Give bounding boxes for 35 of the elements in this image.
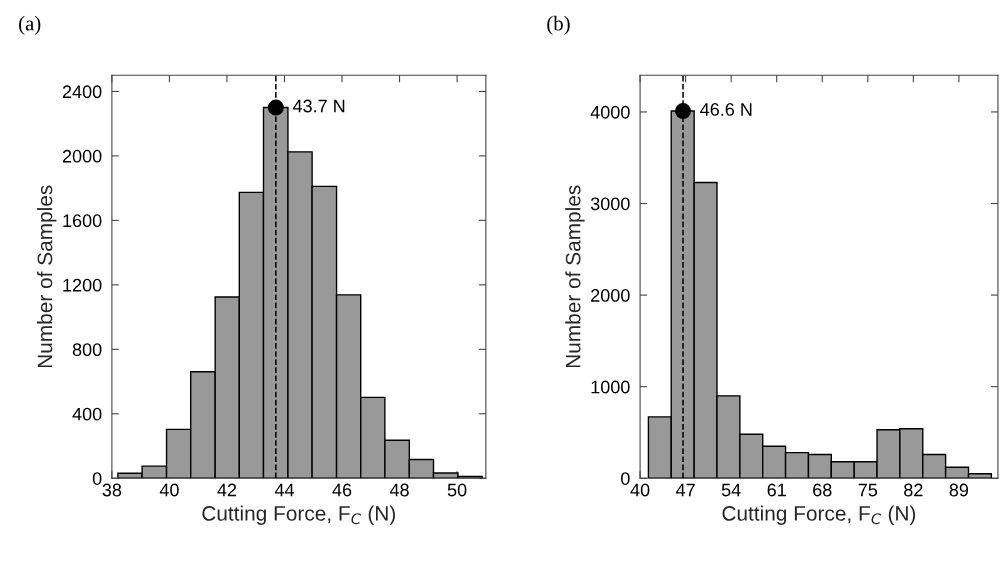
x-tick-label: 68 <box>813 483 832 497</box>
x-tick-label: 48 <box>389 483 409 497</box>
x-tick-label: 75 <box>858 483 878 497</box>
y-tick-label: 2000 <box>62 149 102 163</box>
x-tick-label: 50 <box>447 483 467 497</box>
x-tick-label: 40 <box>630 483 650 497</box>
y-tick-label: 1000 <box>591 380 630 394</box>
x-tick-label: 44 <box>274 483 294 497</box>
chart-title: (a) <box>19 15 41 35</box>
x-tick-label: 47 <box>676 483 695 497</box>
x-axis-title: Cutting Force, F$_{C}$ (N) <box>722 505 916 525</box>
chart-title: (b) <box>547 15 570 35</box>
y-tick-label: 4000 <box>590 105 630 119</box>
x-tick-label: 46 <box>332 483 352 497</box>
y-tick-label: 2000 <box>591 289 630 302</box>
y-tick-label: 2400 <box>62 85 102 99</box>
y-tick-label: 800 <box>72 343 102 357</box>
x-tick-label: 40 <box>159 483 179 497</box>
x-tick-label: 61 <box>767 483 786 497</box>
annotation: 43.7 N <box>292 99 345 113</box>
x-tick-label: 38 <box>102 483 122 497</box>
x-tick-label: 42 <box>217 483 237 497</box>
y-tick-label: 1600 <box>63 214 102 228</box>
y-tick-label: 400 <box>72 407 102 421</box>
y-tick-label: 1200 <box>63 278 102 292</box>
y-axis-title: Number of Samples <box>37 185 57 368</box>
x-tick-label: 82 <box>904 483 923 497</box>
y-tick-label: 3000 <box>590 197 630 211</box>
y-tick-label: 0 <box>621 472 630 485</box>
annotation: 46.6 N <box>700 103 752 116</box>
x-axis-title: Cutting Force, F$_{C}$ (N) <box>202 505 395 525</box>
x-tick-label: 89 <box>949 483 969 497</box>
x-tick-label: 54 <box>721 483 741 497</box>
y-tick-label: 0 <box>92 472 102 485</box>
y-axis-title: Number of Samples <box>565 185 585 368</box>
